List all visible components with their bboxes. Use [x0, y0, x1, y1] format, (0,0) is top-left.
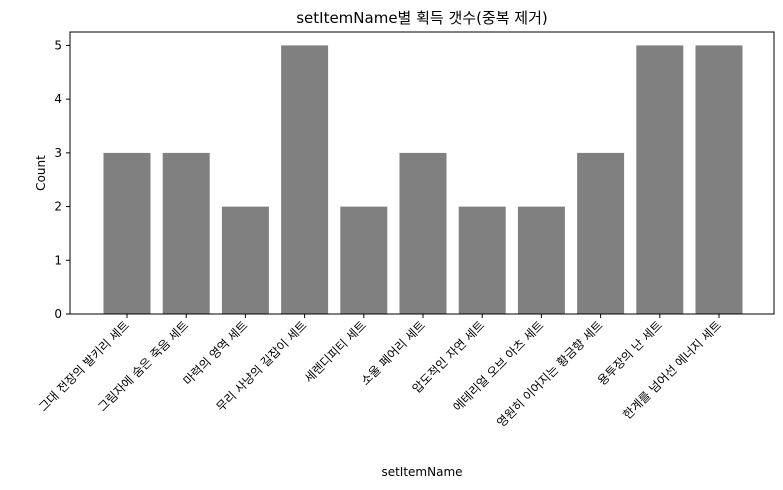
plot-frame [69, 31, 775, 315]
bar [577, 152, 625, 314]
y-tick-label: 3 [54, 146, 62, 160]
bars-group [103, 45, 743, 315]
y-tick-label: 4 [54, 92, 62, 106]
y-tick-label: 0 [54, 307, 62, 321]
x-tick-label: 한계를 넘어선 에너지 세트 [620, 318, 724, 422]
bar [103, 152, 151, 314]
bar [458, 206, 506, 314]
bar [695, 45, 743, 315]
bar [281, 45, 329, 315]
y-tick-label: 5 [54, 38, 62, 52]
y-axis-label: Count [34, 155, 48, 191]
y-tick-label: 1 [54, 253, 62, 267]
x-axis-label: setItemName [381, 465, 462, 479]
y-axis: 0 1 2 3 4 5 [54, 38, 70, 321]
bar [399, 152, 447, 314]
y-tick-label: 2 [54, 200, 62, 214]
bar [162, 152, 210, 314]
bar [221, 206, 269, 314]
bar [517, 206, 565, 314]
x-tick-label: 영원히 이어지는 황금향 세트 [494, 318, 606, 430]
bar [636, 45, 684, 315]
bar [340, 206, 388, 314]
x-tick-label: 세렌디피티 세트 [302, 318, 369, 385]
chart-title: setItemName별 획득 갯수(중복 제거) [296, 9, 548, 27]
